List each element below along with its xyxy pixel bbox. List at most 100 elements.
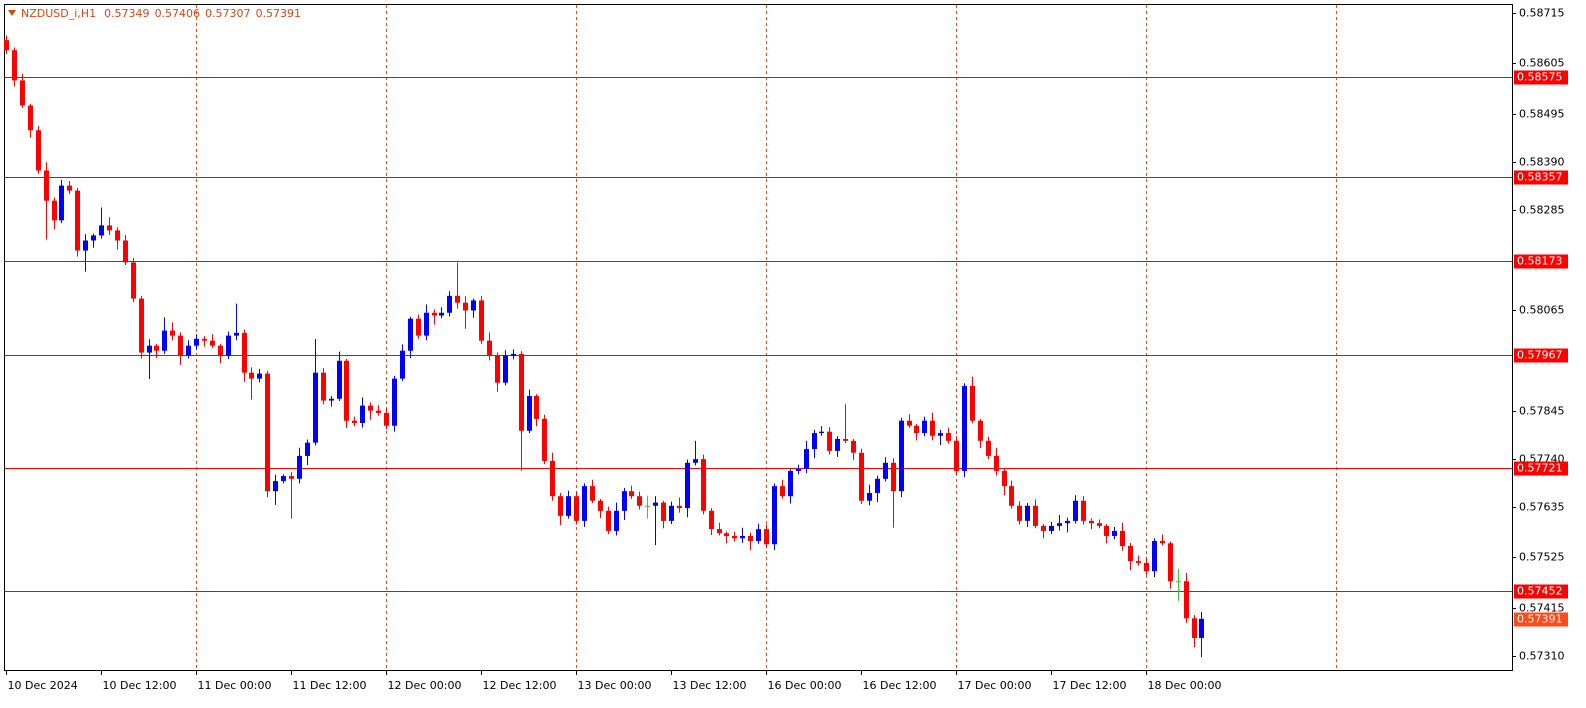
level-label-box	[1514, 461, 1568, 476]
candle-body	[1160, 541, 1165, 544]
candle-body	[44, 170, 49, 201]
candle-body	[804, 449, 809, 469]
price-label-box	[1514, 612, 1568, 627]
header-open: 0.57349	[104, 7, 150, 20]
candle-body	[1089, 520, 1094, 524]
candle-body	[305, 442, 310, 456]
candle-body	[685, 462, 690, 509]
candle-body	[194, 338, 199, 346]
candle-body	[875, 478, 880, 493]
candle-body	[439, 312, 444, 316]
candle-body	[416, 318, 421, 336]
level-label-box	[1514, 170, 1568, 185]
candle-body	[463, 302, 468, 311]
y-tick-label: 0.58065	[1519, 304, 1565, 317]
candle-body	[83, 240, 88, 251]
candle-body	[1025, 505, 1030, 521]
candle-body	[819, 431, 824, 434]
candle-body	[154, 345, 159, 351]
candle-body	[843, 439, 848, 441]
candle-body	[20, 80, 25, 106]
x-tick-label: 12 Dec 00:00	[388, 679, 462, 692]
candle-body	[123, 240, 128, 263]
candle-body	[946, 433, 951, 441]
candle-body	[432, 312, 437, 316]
candle-body	[257, 373, 262, 379]
candle-body	[139, 298, 144, 353]
candle-body	[1136, 561, 1141, 563]
candle-body	[582, 486, 587, 521]
candle-body	[922, 420, 927, 434]
candle-body	[930, 420, 935, 436]
candle-body	[265, 373, 270, 492]
candle-body	[36, 130, 41, 171]
candle-body	[131, 262, 136, 299]
x-tick-label: 13 Dec 12:00	[673, 679, 747, 692]
candle-body	[487, 340, 492, 356]
candle-body	[511, 353, 516, 356]
candle-body	[226, 335, 231, 356]
candle-body	[701, 459, 706, 511]
candle-body	[970, 385, 975, 421]
candle-body	[740, 535, 745, 539]
candle-body	[669, 505, 674, 521]
candle-body	[67, 185, 72, 191]
candle-body	[91, 235, 96, 241]
candle-body	[629, 491, 634, 497]
y-tick-label: 0.58390	[1519, 156, 1565, 169]
candle-body	[780, 486, 785, 497]
candle-body	[622, 491, 627, 511]
candle-body	[329, 398, 334, 401]
candle-body	[1128, 546, 1133, 562]
candle-body	[867, 492, 872, 501]
candle-body	[851, 440, 856, 453]
header-low: 0.57307	[205, 7, 251, 20]
candle-body	[376, 410, 381, 413]
candle-body	[400, 350, 405, 379]
level-label-box	[1514, 70, 1568, 85]
candle-body	[503, 355, 508, 383]
candle-body	[368, 405, 373, 411]
candle-body	[1033, 505, 1038, 526]
candle-body	[558, 496, 563, 516]
candle-body	[859, 452, 864, 501]
candle-body	[1104, 525, 1109, 536]
candle-body	[534, 396, 539, 419]
candle-body	[827, 431, 832, 451]
candle-body	[756, 529, 761, 542]
candle-body	[147, 345, 152, 353]
level-label: 0.58173	[1517, 255, 1563, 268]
y-tick-label: 0.58495	[1519, 108, 1565, 121]
candle-body	[574, 496, 579, 521]
candle-body	[170, 330, 175, 336]
candle-body	[835, 439, 840, 451]
candle-body	[178, 335, 183, 356]
candle-body	[273, 481, 278, 492]
candle-body	[606, 510, 611, 531]
candle-body	[186, 345, 191, 356]
candle-body	[677, 505, 682, 509]
candle-body	[883, 462, 888, 479]
candle-body	[1081, 500, 1086, 521]
symbol-arrow	[8, 10, 16, 16]
candle-body	[297, 455, 302, 479]
chart-header: NZDUSD_i,H1 0.57349 0.57406 0.57307 0.57391	[21, 7, 301, 20]
candle-body	[748, 535, 753, 542]
candle-body	[12, 50, 17, 81]
candle-body	[218, 345, 223, 356]
header-close: 0.57391	[256, 7, 302, 20]
candle-body	[1168, 543, 1173, 582]
x-tick-label: 12 Dec 12:00	[483, 679, 557, 692]
level-label-box	[1514, 584, 1568, 599]
y-tick-label: 0.58605	[1519, 57, 1565, 70]
chart-title: NZDUSD_i,H1	[21, 7, 96, 20]
level-label: 0.57721	[1517, 462, 1563, 475]
x-tick-label: 11 Dec 00:00	[198, 679, 272, 692]
candle-body	[519, 353, 524, 431]
candle-body	[1097, 523, 1102, 526]
candle-body	[234, 332, 239, 336]
candle-body	[637, 496, 642, 506]
candle-body	[392, 378, 397, 426]
candle-body	[907, 420, 912, 426]
candle-body	[1192, 618, 1197, 638]
